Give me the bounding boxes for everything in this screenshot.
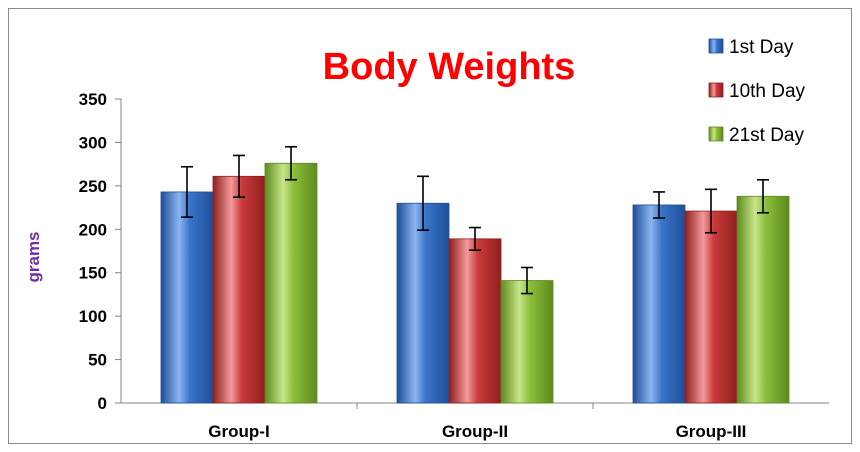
legend-swatch	[708, 38, 724, 54]
y-axis-label: grams	[24, 231, 43, 282]
legend: 1st Day 10th Day 21st Day	[708, 37, 806, 146]
y-tick-label: 200	[79, 220, 107, 239]
y-tick-label: 350	[79, 90, 107, 109]
bar-10th-day-group-ii	[448, 238, 502, 404]
bar-1st-day-group-i	[160, 191, 214, 404]
chart-title: Body Weights	[323, 46, 576, 88]
legend-swatch	[708, 82, 724, 98]
bar-21st-day-group-iii	[736, 195, 790, 404]
legend-swatch	[708, 126, 724, 142]
axes: 0 50 100 150 200 250 300 350 Group-I Group-II Grou…	[79, 90, 829, 441]
bars-layer	[160, 145, 790, 404]
bar-21st-day-group-ii	[500, 280, 554, 404]
legend-label: 10th Day	[729, 81, 806, 102]
y-tick-label: 0	[98, 394, 107, 413]
y-tick-label: 250	[79, 177, 107, 196]
bar-1st-day-group-iii	[632, 204, 686, 404]
bar-1st-day-group-ii	[396, 202, 450, 404]
y-tick-label: 100	[79, 307, 107, 326]
bar-21st-day-group-i	[264, 162, 318, 404]
y-tick-label: 300	[79, 133, 107, 152]
bar-chart: Body Weights grams 0 50 100 150 200 250 300 350…	[24, 37, 829, 441]
y-tick-label: 50	[88, 351, 107, 370]
bar-10th-day-group-iii	[684, 210, 738, 404]
bar-10th-day-group-i	[212, 175, 266, 404]
x-tick-label: Group-I	[208, 422, 269, 441]
legend-label: 1st Day	[729, 37, 794, 58]
x-tick-label: Group-II	[442, 422, 508, 441]
legend-label: 21st Day	[729, 125, 804, 146]
y-tick-label: 150	[79, 264, 107, 283]
chart-frame: Body Weights grams 0 50 100 150 200 250 300 350…	[8, 8, 852, 444]
x-tick-label: Group-III	[676, 422, 747, 441]
